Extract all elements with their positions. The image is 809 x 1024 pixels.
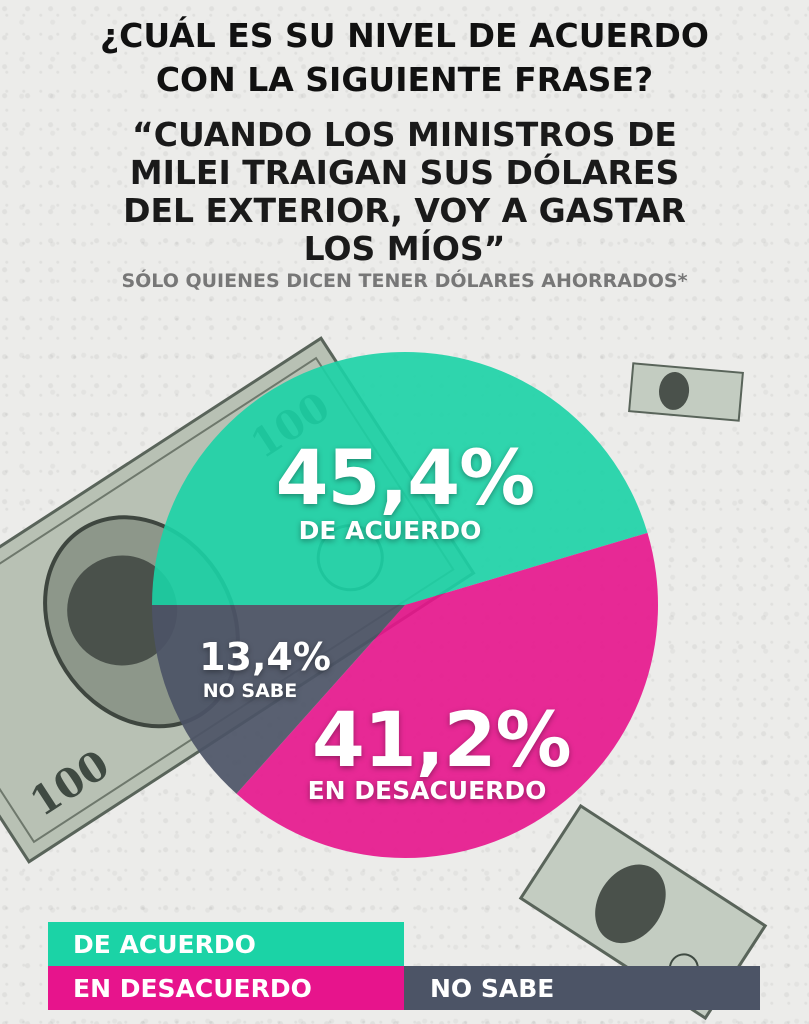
slice-value-desacuerdo: 41,2% — [312, 695, 572, 784]
pie-slice-en-desacuerdo — [236, 532, 658, 859]
banknote-small-top-decoration — [628, 362, 744, 422]
legend-acuerdo: DE ACUERDO — [48, 922, 404, 966]
slice-label-desacuerdo: EN DESACUERDO — [307, 776, 547, 805]
legend-desacuerdo: EN DESACUERDO — [48, 966, 404, 1010]
quote-line: LOS MÍOS” — [303, 229, 506, 268]
slice-value-no-sabe: 13,4% — [199, 635, 331, 679]
legend-label: DE ACUERDO — [73, 929, 256, 959]
quote-line: MILEI TRAIGAN SUS DÓLARES — [129, 153, 680, 192]
title-line: ¿CUÁL ES SU NIVEL DE ACUERDO — [100, 16, 709, 55]
page-title: ¿CUÁL ES SU NIVEL DE ACUERDO CON LA SIGU… — [0, 14, 809, 102]
subtitle: SÓLO QUIENES DICEN TENER DÓLARES AHORRAD… — [121, 270, 688, 292]
slice-value-acuerdo: 45,4% — [275, 433, 536, 522]
legend-label: EN DESACUERDO — [73, 973, 312, 1003]
pie-slice-no-sabe — [152, 605, 405, 794]
quote-line: DEL EXTERIOR, VOY A GASTAR — [123, 191, 686, 230]
legend-label: NO SABE — [430, 973, 555, 1003]
pie-slice-de-acuerdo — [152, 351, 648, 605]
slice-label-no-sabe: NO SABE — [202, 680, 298, 702]
legend-no-sabe: NO SABE — [404, 966, 760, 1010]
quote-line: “CUANDO LOS MINISTROS DE — [132, 115, 677, 154]
slice-label-acuerdo: DE ACUERDO — [298, 516, 482, 545]
title-line: CON LA SIGUIENTE FRASE? — [155, 60, 654, 99]
quote: “CUANDO LOS MINISTROS DE MILEI TRAIGAN S… — [0, 116, 809, 268]
